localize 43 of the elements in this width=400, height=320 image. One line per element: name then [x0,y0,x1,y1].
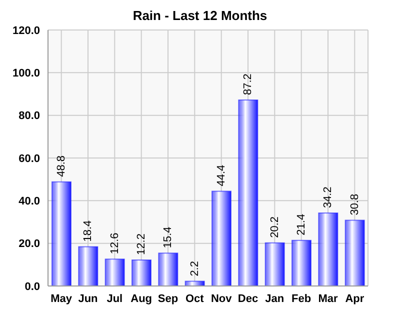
bar [238,99,258,286]
bar [292,240,312,286]
y-tick-label: 120.0 [12,24,40,37]
data-label: 44.4 [216,164,228,186]
bar [78,246,98,286]
x-tick-label: Oct [185,292,204,305]
y-tick-label: 80.0 [18,110,40,122]
data-label: 12.2 [136,234,148,255]
data-label: 15.4 [162,226,174,248]
x-tick-label: Apr [345,292,365,305]
data-label: 87.2 [242,74,254,95]
y-tick-label: 100.0 [12,68,40,80]
x-tick-label: Mar [318,292,338,305]
x-tick-label: Jan [265,292,284,305]
bar [158,252,178,286]
y-tick-label: 20.0 [18,238,40,250]
data-label: 12.6 [108,232,121,254]
y-tick-label: 0.0 [24,280,40,293]
bar [212,190,232,286]
x-tick-label: Sep [158,292,178,305]
data-label: 48.8 [56,155,68,177]
bar [318,212,338,286]
data-label: 2.2 [188,261,201,276]
data-label: 18.4 [82,220,94,242]
data-label: 30.8 [348,194,361,216]
bar [132,259,152,286]
chart-title: Rain - Last 12 Months [132,8,268,24]
y-tick-label: 40.0 [18,196,40,208]
x-tick-label: Jul [106,292,123,305]
data-label: 34.2 [322,186,334,208]
x-tick-label: Dec [238,292,258,305]
y-tick-label: 60.0 [18,152,40,165]
bar [104,258,125,286]
x-tick-label: Feb [292,292,312,305]
bar [344,220,365,286]
x-tick-label: Nov [210,292,233,305]
data-label: 20.2 [268,216,281,238]
x-tick-label: Jun [78,292,98,305]
bar [264,242,285,286]
data-label: 21.4 [296,214,308,236]
bar [52,181,72,286]
x-tick-label: May [50,292,73,305]
x-tick-label: Aug [130,292,152,305]
